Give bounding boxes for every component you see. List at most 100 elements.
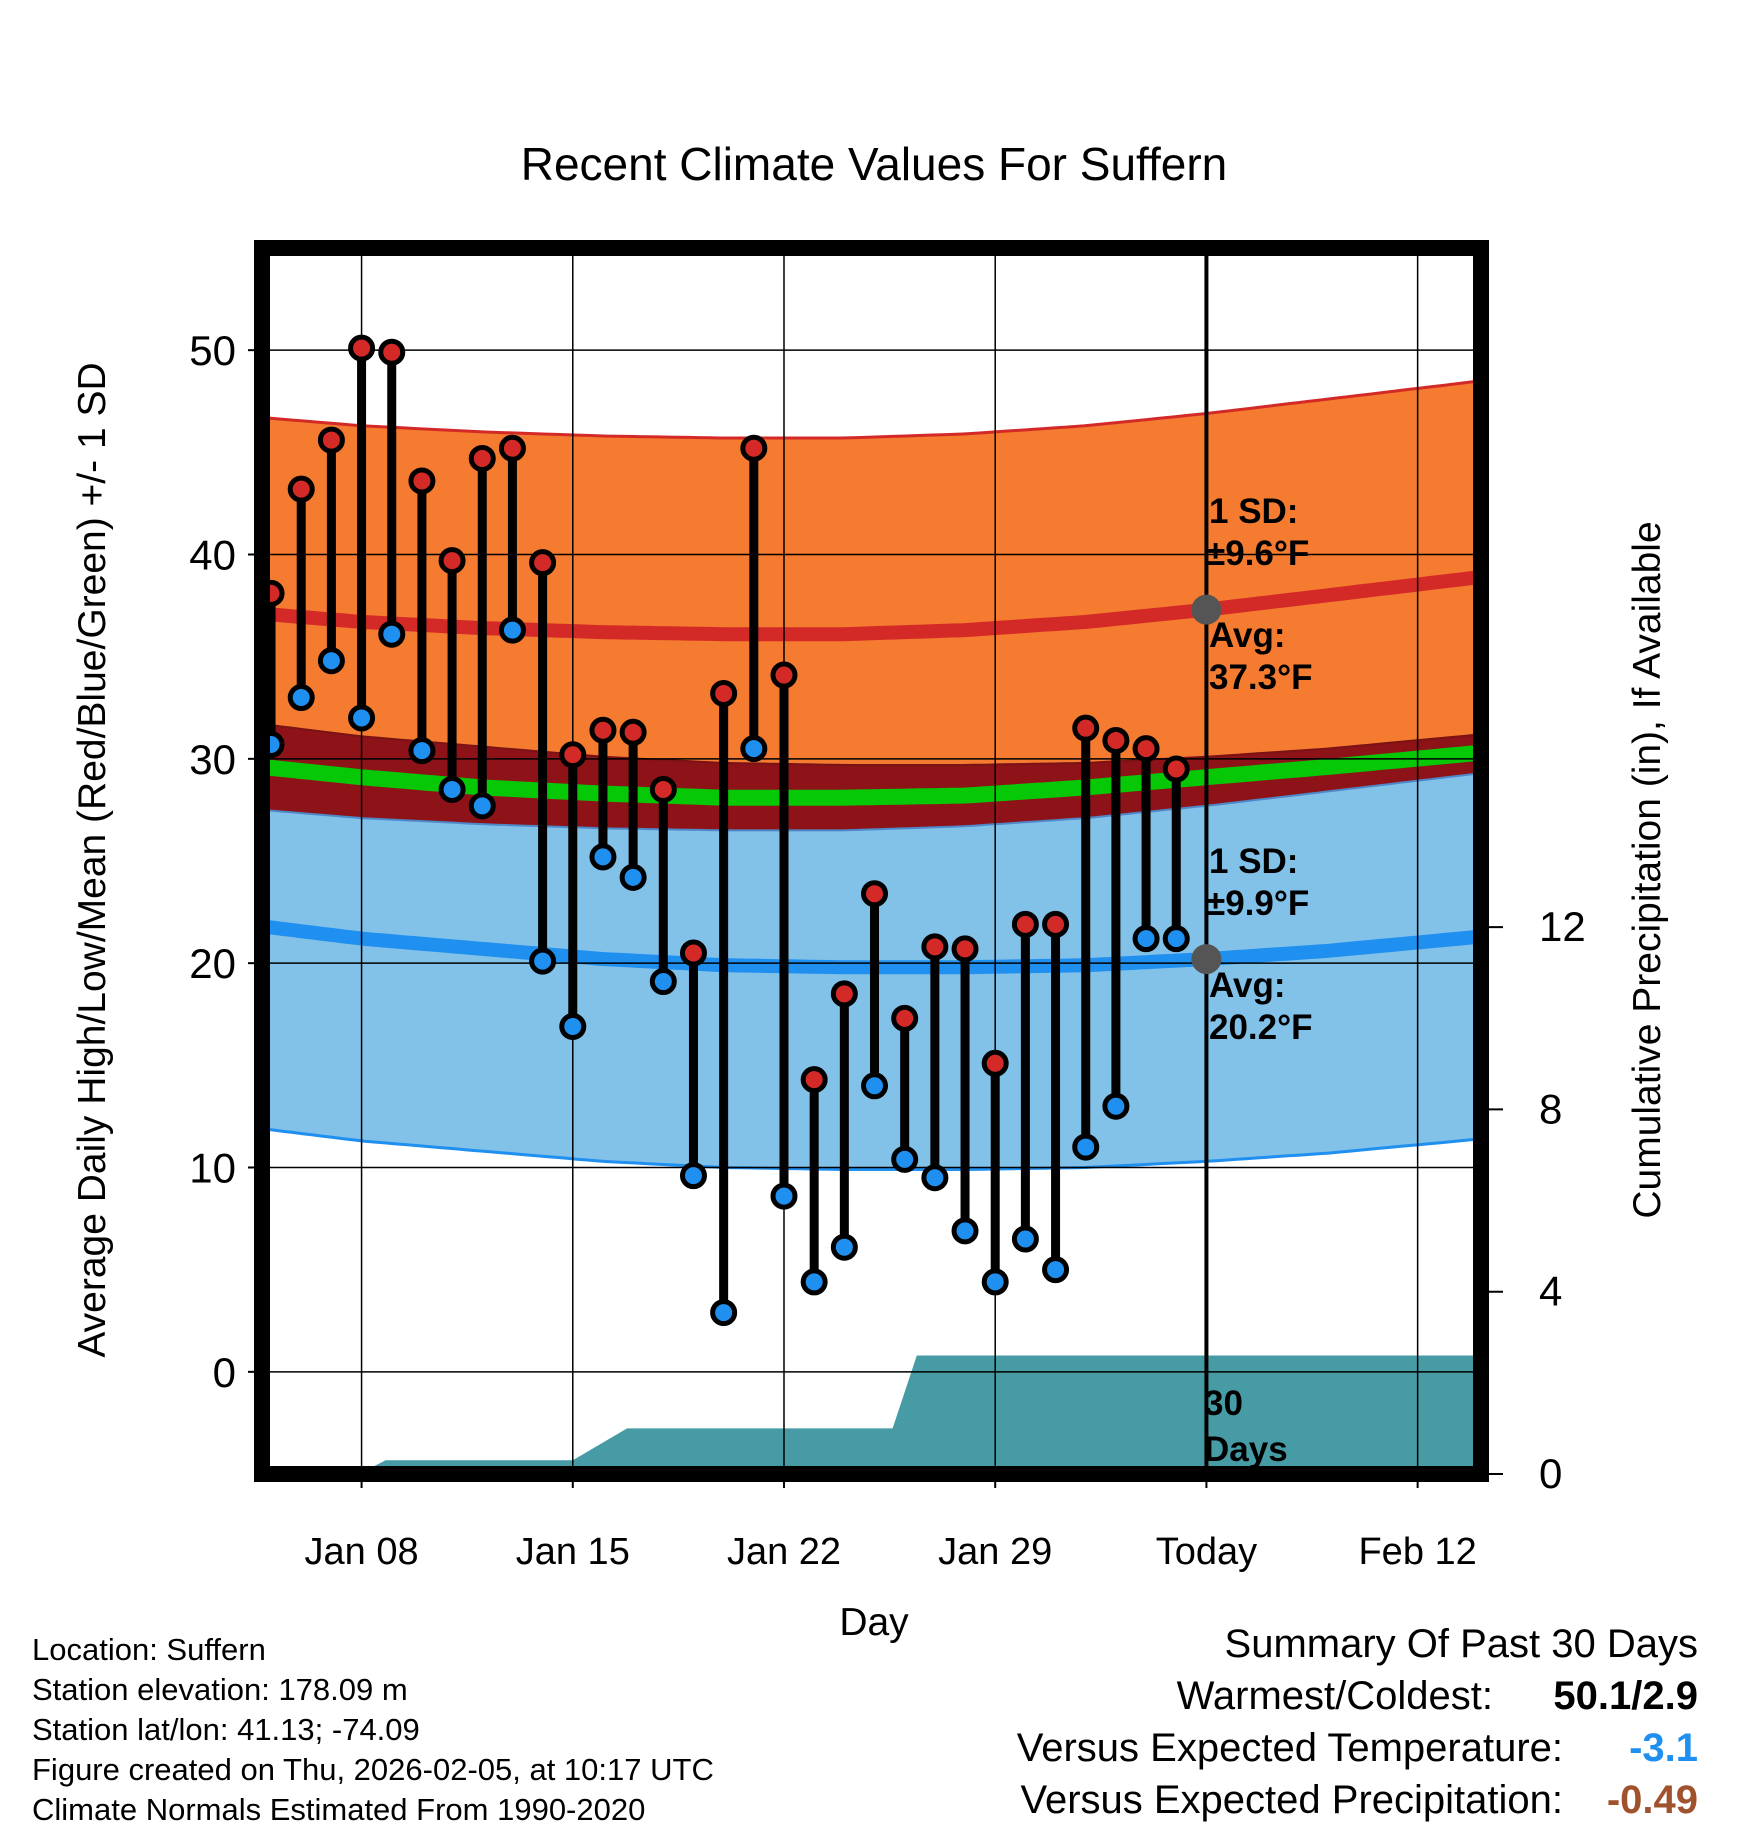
daily-high-point [589, 716, 617, 744]
daily-high-point [529, 549, 557, 577]
high-sd-value: ±9.6°F [1206, 534, 1309, 573]
y2-axis-label: Cumulative Precipitation (in), If Availa… [1626, 521, 1669, 1218]
x-tick-label: Jan 15 [516, 1531, 630, 1573]
daily-low-point [348, 704, 376, 732]
daily-high-point [1011, 910, 1039, 938]
daily-high-point [438, 547, 466, 575]
high-sd-label: 1 SD: [1209, 492, 1298, 531]
daily-low-point [649, 968, 677, 996]
daily-low-point [679, 1162, 707, 1190]
normal-mean-line [262, 744, 1481, 806]
daily-low-point [861, 1072, 889, 1100]
daily-low-point [498, 616, 526, 644]
daily-high-point [1162, 755, 1190, 783]
created-text: Figure created on Thu, 2026-02-05, at 10… [32, 1752, 714, 1787]
warmest-coldest-value: 50.1/2.9 [1553, 1674, 1698, 1718]
daily-high-point [861, 880, 889, 908]
daily-high-point [559, 741, 587, 769]
daily-high-point [951, 935, 979, 963]
daily-low-point [559, 1013, 587, 1041]
low-sd-value: ±9.9°F [1206, 884, 1309, 923]
annotations: 1 SD: ±9.6°F Avg: 37.3°F 1 SD: ±9.9°F Av… [1204, 492, 1313, 1469]
daily-low-point [770, 1182, 798, 1210]
today-normal-high-marker [1191, 594, 1222, 625]
daily-high-point [317, 426, 345, 454]
x-tick-label: Jan 22 [727, 1531, 841, 1573]
low-sd-label: 1 SD: [1209, 842, 1298, 881]
y2-tick-label: 12 [1539, 903, 1586, 950]
y-tick-label: 0 [213, 1349, 236, 1396]
high-sd-upper-line [262, 379, 1481, 440]
daily-high-point [710, 679, 738, 707]
daily-high-point [830, 980, 858, 1008]
precip-value: -0.49 [1606, 1778, 1698, 1822]
warmest-coldest-label: Warmest/Coldest: [1176, 1674, 1493, 1718]
daily-high-point [287, 475, 315, 503]
y-tick-label: 10 [189, 1145, 236, 1192]
y2-tick-label: 8 [1539, 1085, 1562, 1132]
today-normal-low-marker [1191, 944, 1222, 975]
axes: 0 10 20 30 40 50 0 4 8 12 Jan 08 Jan 15 Jan 22 Jan 29… [189, 240, 1586, 1573]
daily-high-point [1042, 910, 1070, 938]
x-tick-label: Jan 08 [305, 1531, 419, 1573]
daily-low-point [468, 792, 496, 820]
daily-low-point [800, 1268, 828, 1296]
warmest-coldest-row: Warmest/Coldest: 50.1/2.9 [1017, 1670, 1698, 1722]
daily-high-point [1132, 735, 1160, 763]
daily-low-point [1102, 1092, 1130, 1120]
daily-low-point [1072, 1133, 1100, 1161]
elevation-text: Station elevation: 178.09 m [32, 1672, 408, 1707]
daily-high-point [891, 1004, 919, 1032]
latlon-text: Station lat/lon: 41.13; -74.09 [32, 1712, 420, 1747]
summary-panel: Summary Of Past 30 Days Warmest/Coldest:… [1017, 1618, 1698, 1826]
daily-low-point [1011, 1225, 1039, 1253]
y2-tick-label: 0 [1539, 1450, 1562, 1497]
days-count: 30 [1204, 1384, 1243, 1423]
daily-high-point [1072, 714, 1100, 742]
data-marks [257, 334, 1222, 1327]
precip-row: Versus Expected Precipitation: -0.49 [1017, 1774, 1698, 1826]
daily-low-point [921, 1164, 949, 1192]
temp-label: Versus Expected Temperature: [1016, 1726, 1563, 1770]
chart-title: Recent Climate Values For Suffern [521, 138, 1228, 190]
temp-row: Versus Expected Temperature: -3.1 [1017, 1722, 1698, 1774]
normals-text: Climate Normals Estimated From 1990-2020 [32, 1792, 646, 1827]
high-avg-label: Avg: [1209, 616, 1285, 655]
daily-low-point [287, 684, 315, 712]
daily-low-point [830, 1233, 858, 1261]
daily-high-point [981, 1049, 1009, 1077]
precip-label: Versus Expected Precipitation: [1020, 1778, 1563, 1822]
daily-low-point [1132, 925, 1160, 953]
daily-low-point [619, 863, 647, 891]
daily-high-point [649, 775, 677, 803]
daily-high-point [921, 933, 949, 961]
low-sd-upper-line [262, 723, 1481, 766]
daily-low-point [589, 843, 617, 871]
daily-low-point [740, 735, 768, 763]
daily-low-point [438, 775, 466, 803]
daily-low-point [529, 947, 557, 975]
high-sd-lower-line [262, 772, 1481, 832]
daily-low-point [891, 1145, 919, 1173]
x-tick-label: Today [1156, 1531, 1257, 1573]
daily-high-point [619, 718, 647, 746]
daily-low-point [710, 1299, 738, 1327]
daily-low-point [1042, 1256, 1070, 1284]
x-tick-label: Jan 29 [938, 1531, 1052, 1573]
daily-high-point [348, 334, 376, 362]
daily-high-point [1102, 726, 1130, 754]
x-tick-label: Feb 12 [1358, 1531, 1476, 1573]
daily-high-point [770, 661, 798, 689]
daily-low-point [317, 647, 345, 675]
low-sd-lower-line [262, 1127, 1481, 1171]
daily-high-point [679, 939, 707, 967]
high-avg-value: 37.3°F [1209, 658, 1313, 697]
daily-low-point [408, 737, 436, 765]
normal-high-line [262, 570, 1481, 642]
precip-area [358, 1355, 1481, 1474]
y-axis-label: Average Daily High/Low/Mean (Red/Blue/Gr… [71, 362, 114, 1357]
low-avg-label: Avg: [1209, 966, 1285, 1005]
daily-high-point [378, 338, 406, 366]
daily-low-point [981, 1268, 1009, 1296]
location-text: Location: Suffern [32, 1632, 266, 1667]
